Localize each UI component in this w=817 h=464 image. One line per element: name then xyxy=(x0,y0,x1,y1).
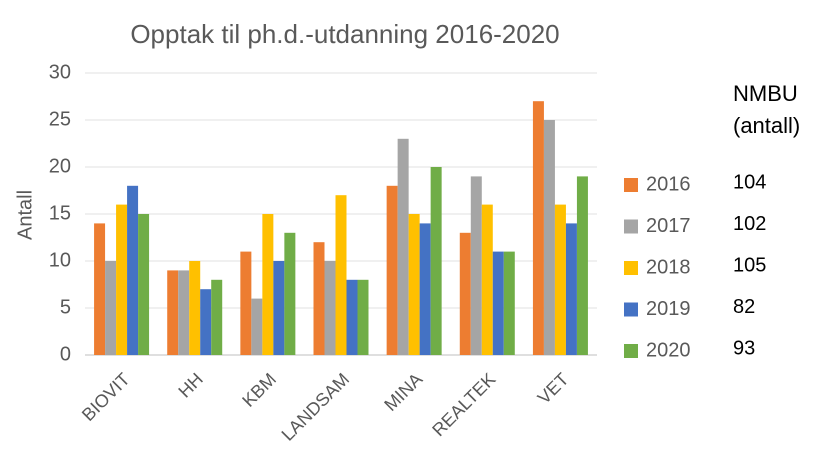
legend-swatch xyxy=(624,344,638,358)
legend-label: 2017 xyxy=(646,215,691,237)
bar xyxy=(565,223,577,355)
bar xyxy=(211,279,223,355)
bar xyxy=(127,185,139,355)
x-tick-label: REALTEK xyxy=(428,369,499,440)
bar xyxy=(167,270,179,355)
legend-total: 104 xyxy=(733,171,766,193)
bar xyxy=(138,214,150,355)
bar xyxy=(324,261,336,355)
bar xyxy=(346,279,358,355)
bar xyxy=(386,185,398,355)
x-tick-label: BIOVIT xyxy=(78,369,134,425)
y-tick-label: 25 xyxy=(49,108,71,130)
bar xyxy=(397,138,409,355)
y-tick-label: 20 xyxy=(49,155,71,177)
bar xyxy=(419,223,431,355)
y-tick-label: 5 xyxy=(60,296,71,318)
bar xyxy=(94,223,106,355)
x-tick-label: HH xyxy=(174,369,207,402)
y-tick-label: 10 xyxy=(49,249,71,271)
y-tick-label: 0 xyxy=(60,343,71,365)
legend-swatch xyxy=(624,261,638,275)
x-tick-label: LANDSAM xyxy=(278,369,354,445)
bar xyxy=(251,298,263,355)
bar xyxy=(335,195,347,355)
bar xyxy=(178,270,190,355)
legend-label: 2020 xyxy=(646,339,691,361)
x-tick-label: MINA xyxy=(380,369,426,415)
bar xyxy=(105,261,117,355)
bar xyxy=(284,232,296,355)
legend-swatch xyxy=(624,302,638,317)
legend-total: 105 xyxy=(733,254,766,276)
bar xyxy=(357,279,369,355)
legend-label: 2019 xyxy=(646,298,691,320)
bar xyxy=(459,232,471,355)
legend-total: 102 xyxy=(733,213,766,235)
bar xyxy=(189,261,201,355)
bar xyxy=(262,214,274,355)
legend-swatch xyxy=(624,219,638,234)
bar xyxy=(532,101,544,355)
bar xyxy=(200,289,212,355)
bar xyxy=(273,261,285,355)
bar xyxy=(576,176,588,355)
y-tick-label: 15 xyxy=(49,202,71,224)
bar xyxy=(408,214,420,355)
x-tick-label: VET xyxy=(534,369,573,408)
totals-title: NMBU xyxy=(733,81,798,106)
bar xyxy=(313,242,325,355)
bar xyxy=(481,204,493,355)
bar xyxy=(503,251,515,355)
legend-swatch xyxy=(624,178,638,192)
legend-label: 2016 xyxy=(646,173,691,195)
legend-total: 93 xyxy=(733,337,755,359)
bar xyxy=(554,204,566,355)
y-axis-label: Antall xyxy=(14,190,36,240)
bar xyxy=(543,120,555,355)
y-tick-label: 30 xyxy=(49,61,71,83)
bar xyxy=(492,251,504,355)
totals-title: (antall) xyxy=(733,113,800,138)
legend-total: 82 xyxy=(733,296,755,318)
bar xyxy=(240,251,252,355)
chart-title: Opptak til ph.d.-utdanning 2016-2020 xyxy=(130,19,559,49)
x-tick-label: KBM xyxy=(238,369,280,411)
bar xyxy=(116,204,128,355)
bar xyxy=(470,176,482,355)
bar xyxy=(430,167,442,355)
legend-label: 2018 xyxy=(646,256,691,278)
